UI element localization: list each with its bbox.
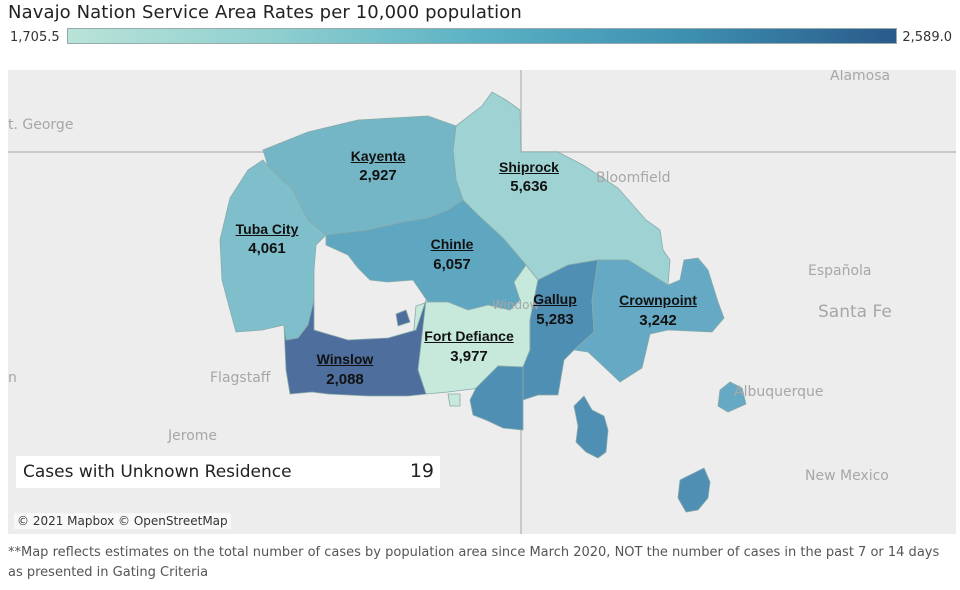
- place-flagstaff: Flagstaff: [210, 370, 271, 386]
- legend-max-label: 2,589.0: [902, 30, 952, 45]
- map-svg[interactable]: [8, 70, 956, 534]
- footnote: **Map reflects estimates on the total nu…: [8, 545, 940, 580]
- label-kayenta-value: 2,927: [359, 167, 397, 184]
- label-tuba-city-name[interactable]: Tuba City: [235, 221, 299, 237]
- label-chinle-name[interactable]: Chinle: [430, 236, 474, 252]
- place-bloomfield: Bloomfield: [596, 170, 671, 186]
- label-gallup-name[interactable]: Gallup: [533, 291, 577, 307]
- region-fragment-gallup-south-2[interactable]: [677, 467, 711, 513]
- map-canvas[interactable]: t. George Alamosa Bloomfield Española Sa…: [8, 70, 956, 534]
- label-winslow-value: 2,088: [326, 371, 364, 388]
- label-crownpoint-name[interactable]: Crownpoint: [619, 292, 697, 308]
- map-title: Navajo Nation Service Area Rates per 10,…: [8, 2, 522, 23]
- label-shiprock-name[interactable]: Shiprock: [499, 159, 559, 175]
- region-winslow[interactable]: [283, 299, 427, 397]
- region-fragment-fort-defiance[interactable]: [447, 393, 461, 407]
- place-jerome: Jerome: [168, 428, 218, 444]
- place-santa-fe: Santa Fe: [818, 302, 892, 322]
- place-left-edge: n: [8, 370, 17, 386]
- place-window-rock: Window: [492, 298, 540, 312]
- label-fort-defiance-value: 3,977: [450, 348, 488, 365]
- region-fragment-crownpoint-east[interactable]: [717, 381, 747, 413]
- label-fort-defiance-name[interactable]: Fort Defiance: [424, 328, 514, 344]
- place-st-george: t. George: [8, 117, 74, 133]
- unknown-residence-value: 19: [409, 460, 434, 482]
- region-fragment-winslow[interactable]: [395, 309, 411, 327]
- label-gallup-value: 5,283: [536, 311, 574, 328]
- place-espanola: Española: [808, 263, 872, 279]
- label-tuba-city-value: 4,061: [248, 240, 286, 257]
- place-new-mexico: New Mexico: [805, 468, 889, 484]
- label-winslow-name[interactable]: Winslow: [316, 351, 374, 367]
- label-kayenta-name[interactable]: Kayenta: [350, 148, 406, 164]
- label-shiprock-value: 5,636: [510, 178, 548, 195]
- unknown-residence-box: Cases with Unknown Residence 19: [16, 456, 440, 488]
- unknown-residence-label: Cases with Unknown Residence: [23, 462, 292, 482]
- region-crownpoint[interactable]: [573, 257, 725, 383]
- color-legend-bar[interactable]: [67, 28, 897, 44]
- place-alamosa: Alamosa: [830, 70, 891, 84]
- place-albuquerque: Albuquerque: [734, 384, 824, 400]
- label-crownpoint-value: 3,242: [639, 312, 677, 329]
- label-chinle-value: 6,057: [433, 256, 471, 273]
- map-attribution[interactable]: © 2021 Mapbox © OpenStreetMap: [14, 513, 231, 529]
- region-gallup-south[interactable]: [469, 365, 524, 431]
- legend-min-label: 1,705.5: [10, 30, 60, 45]
- region-fragment-gallup-south-1[interactable]: [573, 395, 609, 459]
